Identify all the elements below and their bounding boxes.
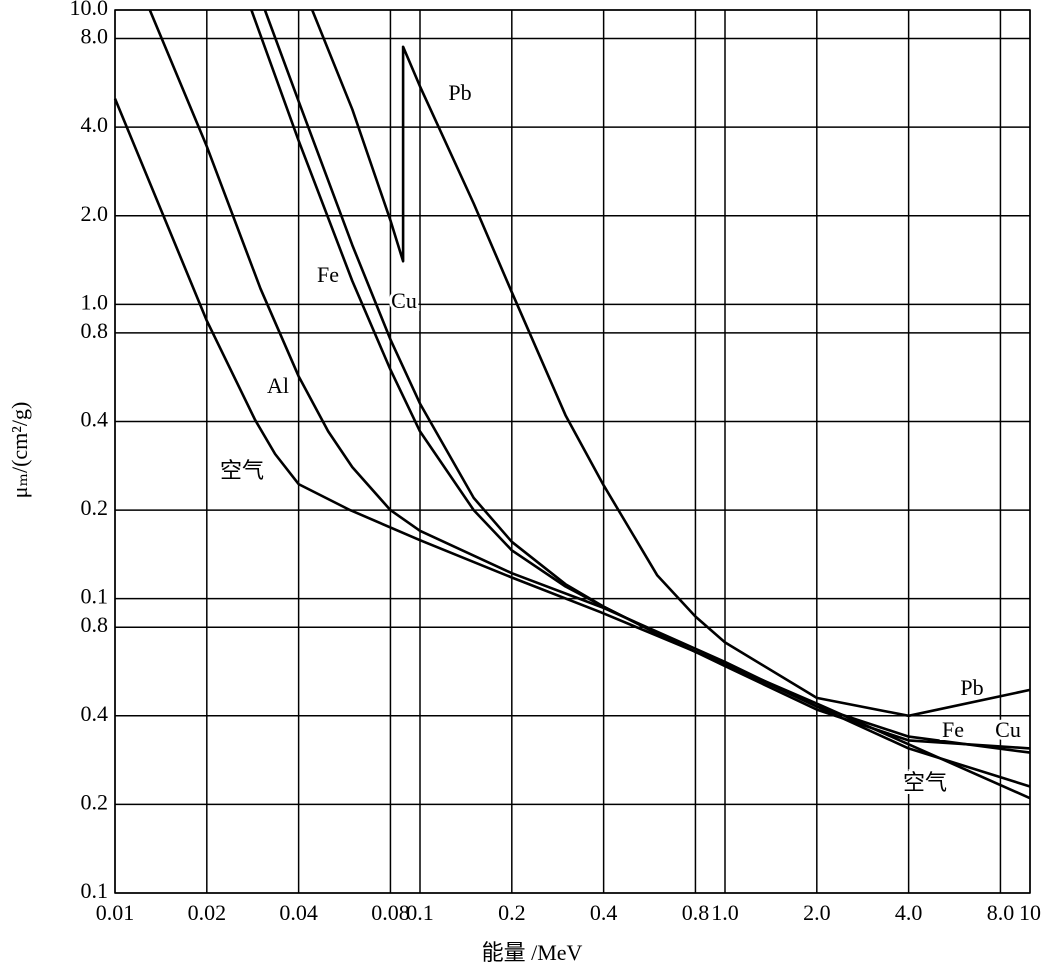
x-tick-label: 4.0 (895, 900, 923, 925)
curve (263, 9, 1031, 750)
y-tick-label: 0.4 (81, 407, 109, 432)
curve-label: Cu (391, 288, 417, 313)
curve-label: Pb (960, 675, 983, 700)
x-tick-label: 0.01 (96, 900, 135, 925)
y-tick-label: 0.4 (81, 701, 109, 726)
plot-frame (114, 9, 1031, 894)
y-tick-label: 1.0 (81, 289, 109, 314)
x-tick-label: 0.02 (188, 900, 227, 925)
y-tick-label: 4.0 (81, 112, 109, 137)
x-tick-label: 0.08 (371, 900, 410, 925)
x-tick-label: 0.04 (279, 900, 318, 925)
curve-label: Cu (995, 717, 1021, 742)
x-tick-label: 0.8 (682, 900, 710, 925)
y-tick-label: 0.8 (81, 318, 109, 343)
x-tick-label: 0.1 (406, 900, 434, 925)
curve (113, 98, 1031, 800)
x-tick-label: 10 (1019, 900, 1041, 925)
y-tick-label: 0.2 (81, 789, 109, 814)
x-tick-label: 2.0 (803, 900, 831, 925)
curve-label: Fe (317, 262, 339, 287)
curve-label: Fe (942, 717, 964, 742)
curve-label: 空气 (903, 770, 947, 795)
y-tick-label: 2.0 (81, 201, 109, 226)
y-tick-label: 0.1 (81, 878, 109, 903)
x-tick-label: 1.0 (711, 900, 739, 925)
y-tick-label: 0.2 (81, 495, 109, 520)
y-axis-label: μₘ/(cm²/g) (7, 402, 32, 499)
y-tick-label: 0.8 (81, 612, 109, 637)
curve-label: Al (267, 373, 289, 398)
curve-label: Pb (448, 80, 471, 105)
curve (250, 9, 1031, 754)
x-tick-label: 0.2 (498, 900, 526, 925)
x-tick-label: 0.4 (590, 900, 618, 925)
x-tick-label: 8.0 (987, 900, 1015, 925)
x-axis-label: 能量 /MeV (482, 940, 583, 965)
curve (310, 9, 1031, 718)
y-tick-label: 0.1 (81, 584, 109, 609)
y-tick-label: 8.0 (81, 24, 109, 49)
y-tick-label: 10.0 (70, 0, 109, 20)
curve-label: 空气 (220, 458, 264, 483)
